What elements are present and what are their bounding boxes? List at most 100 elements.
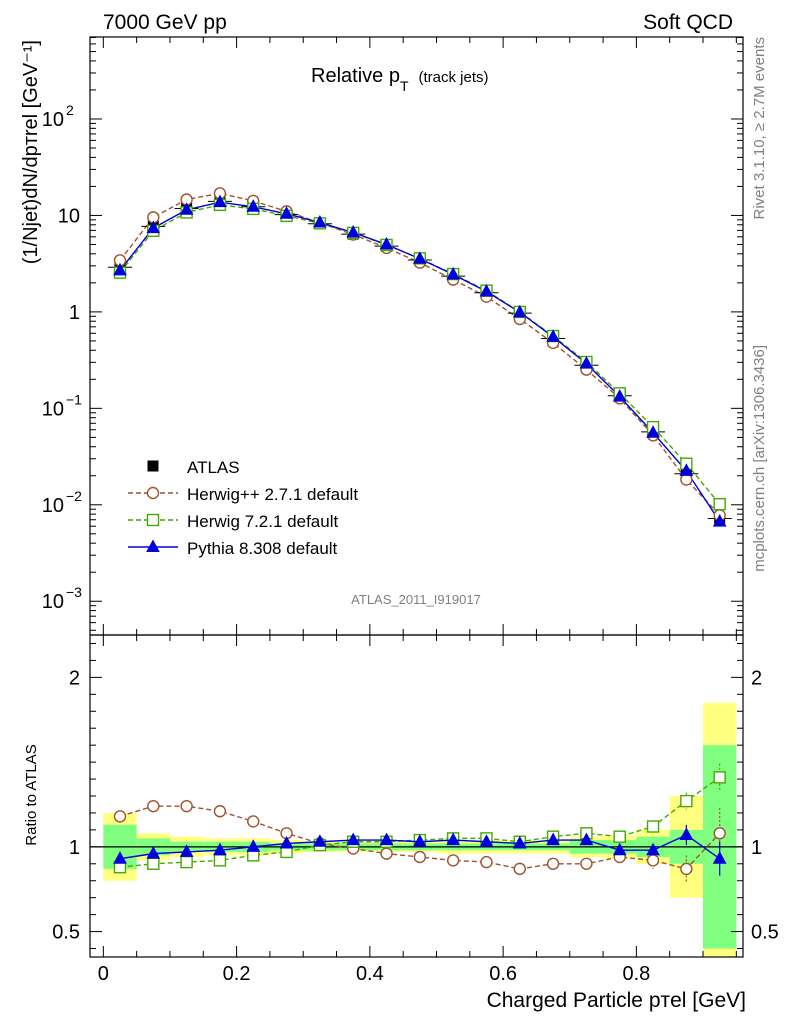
series-3-point (213, 194, 227, 208)
plot-title: Relative pT (track jets) (311, 65, 489, 94)
y-tick-exponent: −2 (66, 488, 82, 504)
series-3-point (346, 224, 361, 238)
ratio-series-3-point (313, 834, 327, 847)
ratio-series-3-point (612, 842, 627, 856)
ratio-series-1-point (147, 799, 160, 813)
legend-label-1: Herwig++ 2.7.1 default (187, 485, 358, 504)
header-left: 7000 GeV pp (103, 11, 227, 34)
ratio-series-1-point (113, 810, 127, 823)
ratio-tick-label: 2 (69, 667, 80, 689)
ratio-series-2-point (680, 794, 693, 808)
x-tick-label: 0.8 (622, 963, 650, 985)
ratio-series-3-point (446, 832, 460, 846)
y-tick-label: 10 (42, 109, 64, 131)
ratio-series-3-point (213, 842, 227, 856)
ratio-series-3-point (246, 839, 261, 852)
ratio-series-3-point (646, 842, 660, 856)
y-tick-label: 10 (42, 591, 64, 613)
ratio-axis-label: Ratio to ATLAS (23, 744, 40, 845)
ratio-series-3-point (379, 832, 394, 846)
ratio-series-1-point (213, 805, 227, 818)
ratio-series-1-point (680, 862, 693, 876)
y-tick-label: 10 (42, 495, 64, 517)
y-tick-exponent: 2 (66, 102, 74, 118)
ratio-series-3-point (512, 835, 527, 849)
ratio-series-1-point (380, 847, 393, 860)
y-tick-label: 1 (69, 302, 80, 324)
ratio-tick-label-right: 1 (751, 837, 762, 859)
series-3-point (546, 329, 560, 342)
analysis-id: ATLAS_2011_I919017 (351, 592, 481, 607)
ratio-series-3-point (679, 827, 694, 840)
y-tick-exponent: −3 (66, 584, 82, 600)
ratio-series-3-point (146, 846, 161, 859)
ratio-series-3-point (113, 851, 127, 864)
series-3-point (179, 202, 194, 215)
legend-marker-data (147, 460, 159, 472)
legend-label-3: Pythia 8.308 default (187, 539, 338, 558)
series-3-point (412, 251, 427, 264)
ratio-series-2-point (180, 855, 193, 869)
series-3-point (479, 283, 494, 297)
legend-marker-1 (146, 486, 160, 500)
ratio-series-3-point (346, 832, 361, 846)
ratio-frame (89, 634, 744, 958)
x-axis-label: Charged Particle pᴛel [GeV] (487, 989, 746, 1012)
ratio-series-2-point (613, 830, 626, 843)
x-tick-label: 0 (98, 963, 109, 985)
legend-label-2: Herwig 7.2.1 default (187, 512, 338, 531)
rivet-label: Rivet 3.1.10, ≥ 2.7M events (751, 37, 768, 220)
ratio-series-1-point (446, 854, 460, 867)
series-2-point (713, 497, 726, 511)
ratio-series-1-point (713, 827, 726, 840)
x-tick-label: 0.2 (223, 963, 251, 985)
series-3-point (313, 214, 327, 228)
y-tick-label: 10 (42, 398, 64, 420)
ratio-series-2-point (147, 857, 160, 870)
ratio-tick-label-right: 2 (751, 667, 762, 689)
x-tick-label: 0.4 (356, 963, 384, 985)
ratio-series-1-point (413, 850, 427, 864)
ratio-series-1-point (580, 857, 593, 870)
series-3-point (512, 304, 527, 318)
y-tick-exponent: −1 (66, 391, 82, 407)
ratio-series-3-point (479, 834, 494, 847)
legend-marker-2 (146, 513, 160, 527)
legend-marker-3 (146, 539, 160, 552)
ratio-series-3-point (412, 834, 427, 847)
ratio-tick-label: 0.5 (52, 922, 80, 944)
series-3-point (679, 463, 694, 476)
ratio-series-1-point (546, 857, 560, 870)
ratio-tick-label-right: 0.5 (751, 922, 779, 944)
header-right: Soft QCD (643, 11, 733, 34)
series-3-point (279, 206, 294, 219)
series-3-point (146, 220, 161, 234)
ratio-series-3-point (579, 832, 594, 846)
ratio-series-3-point (179, 844, 194, 857)
ratio-series-1-point (180, 799, 193, 813)
y-tick-label: 10 (58, 205, 80, 227)
ratio-series-1-point (513, 862, 526, 876)
ratio-series-2-point (213, 854, 227, 867)
x-tick-label: 0.6 (489, 963, 517, 985)
series-3-point (646, 425, 660, 438)
y-axis-label: (1/Njet)dN/dpᴛrel [GeV⁻¹] (20, 40, 42, 264)
ratio-series-2-point (713, 771, 726, 784)
series-3-point (446, 266, 460, 280)
ratio-series-3-point (279, 835, 294, 849)
ratio-series-3-point (712, 851, 727, 864)
series-3-point (579, 356, 594, 369)
series-3-point (712, 514, 727, 527)
ratio-series-1-point (247, 815, 260, 828)
series-3-point (379, 236, 394, 250)
series-3-point (612, 389, 627, 402)
legend-label-data: ATLAS (187, 458, 240, 477)
series-3-point (113, 262, 127, 276)
ratio-series-2-point (646, 820, 660, 833)
legend: ATLAS Herwig++ 2.7.1 default Herwig 7.2.1 … (128, 458, 358, 558)
ratio-series-1-point (646, 854, 660, 867)
ratio-series-1-point (480, 855, 493, 869)
ratio-series-3-point (546, 832, 560, 846)
